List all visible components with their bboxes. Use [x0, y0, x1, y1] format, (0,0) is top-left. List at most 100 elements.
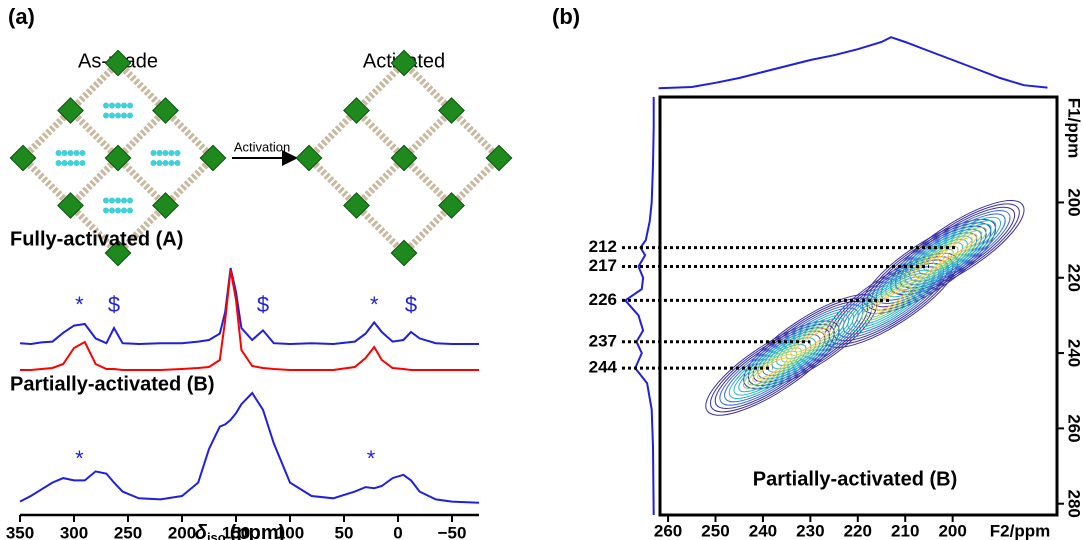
linker: [401, 155, 454, 208]
guest: [103, 207, 109, 214]
metal-node: [438, 97, 465, 124]
contour: [762, 307, 859, 376]
peak-annotation: *: [75, 446, 84, 471]
y-tick-label: 240: [1065, 339, 1083, 367]
peak-label: 244: [589, 358, 618, 377]
contour: [747, 350, 798, 386]
x-tick-label: 200: [168, 523, 196, 540]
contour: [871, 225, 987, 308]
contour: [908, 252, 949, 281]
x-tick-label: −50: [438, 523, 467, 540]
metal-node: [9, 144, 37, 172]
linker: [401, 60, 454, 113]
guest: [127, 102, 133, 109]
peak-label: 237: [589, 331, 617, 350]
metal-node: [57, 97, 84, 124]
x-tick-label: 240: [749, 521, 777, 540]
metal-node: [57, 192, 84, 219]
contour: [913, 255, 945, 278]
x-tick-label: 100: [276, 523, 304, 540]
x-tick-label: 150: [222, 523, 250, 540]
linker: [115, 203, 168, 256]
spectrum: [19, 391, 480, 504]
guest: [55, 160, 62, 166]
peak-label: 217: [589, 256, 617, 275]
y-tick-label: 280: [1065, 490, 1083, 518]
contour: [861, 279, 921, 322]
metal-node: [390, 144, 418, 172]
guest: [127, 207, 133, 214]
guest: [67, 160, 74, 166]
peak-annotation: *: [370, 292, 379, 317]
contour: [918, 220, 997, 276]
linker: [115, 155, 168, 208]
guest: [61, 150, 68, 156]
metal-node: [390, 239, 418, 267]
contour: [870, 286, 912, 315]
guest: [73, 150, 80, 156]
guest: [162, 160, 169, 166]
linker: [20, 155, 73, 208]
peak-label: 226: [589, 290, 617, 309]
contour: [709, 323, 835, 413]
guest: [109, 197, 115, 204]
guest: [109, 102, 115, 109]
linker: [401, 108, 454, 161]
metal-node: [343, 192, 370, 219]
contour: [937, 233, 978, 262]
guest: [79, 160, 86, 166]
x-label-unit: (ppm): [230, 522, 286, 540]
guest: [103, 112, 109, 119]
x-axis-label: F2/ppm: [990, 521, 1050, 540]
peak-annotation: $: [108, 292, 120, 317]
metal-node: [199, 144, 227, 172]
x-label-symbol: δ: [195, 522, 208, 540]
guest: [121, 102, 127, 109]
panel-label: (b): [552, 4, 580, 29]
trace-label: Partially-activated (B): [10, 373, 215, 395]
contour: [728, 337, 817, 399]
guest: [115, 112, 121, 119]
metal-node: [438, 192, 465, 219]
guest: [168, 150, 175, 156]
linker: [20, 108, 73, 161]
x-tick-label: 350: [6, 523, 34, 540]
contour: [757, 304, 864, 380]
guest: [162, 150, 169, 156]
linker: [68, 108, 121, 161]
guest: [174, 150, 181, 156]
linker: [449, 155, 502, 208]
guest: [121, 197, 127, 204]
contour: [719, 330, 826, 406]
x-tick-label: 200: [938, 521, 966, 540]
panel-label: (a): [8, 4, 35, 29]
x-tick-label: 250: [701, 521, 729, 540]
y-tick-label: 260: [1065, 414, 1083, 442]
guest: [79, 150, 86, 156]
x-tick-label: 260: [654, 521, 682, 540]
contour: [932, 230, 983, 266]
peak-annotation: *: [367, 446, 376, 471]
guest: [103, 102, 109, 109]
x-tick-label: 250: [114, 523, 142, 540]
guest: [61, 160, 68, 166]
linker: [163, 108, 216, 161]
peak-annotation: *: [75, 292, 84, 317]
linker: [354, 108, 407, 161]
guest: [109, 207, 115, 214]
metal-node: [104, 239, 132, 267]
guest: [121, 112, 127, 119]
contour: [724, 333, 821, 403]
x-axis-label: δiso (ppm): [195, 522, 286, 540]
contour: [738, 344, 807, 393]
y-tick-label: 220: [1065, 264, 1083, 292]
structures: [9, 49, 513, 267]
metal-node: [295, 144, 323, 172]
guest: [55, 150, 62, 156]
x-tick-label: 210: [891, 521, 919, 540]
f2-projection: [658, 36, 1048, 90]
f1-projection: [623, 97, 655, 516]
contour: [942, 236, 973, 259]
metal-node: [485, 144, 513, 172]
